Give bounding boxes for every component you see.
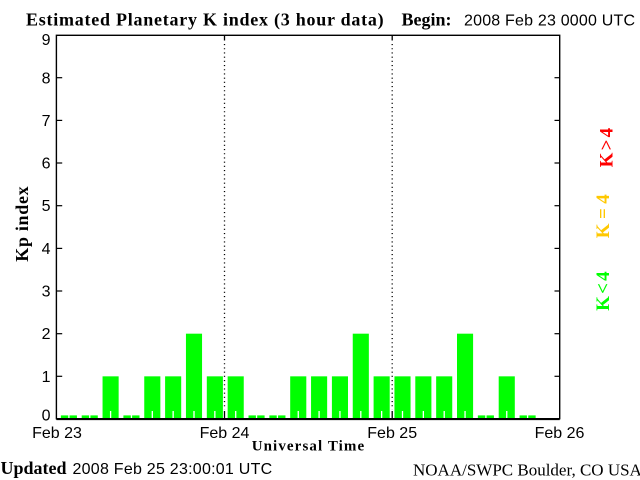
svg-text:1: 1 (42, 369, 51, 386)
svg-text:5: 5 (42, 198, 51, 215)
svg-text:2008 Feb 23 0000 UTC: 2008 Feb 23 0000 UTC (464, 13, 635, 30)
svg-text:Feb 24: Feb 24 (200, 425, 250, 442)
svg-text:K<4: K<4 (593, 269, 614, 311)
svg-text:2008 Feb 25 23:00:01 UTC: 2008 Feb 25 23:00:01 UTC (73, 461, 273, 478)
svg-text:8: 8 (42, 71, 51, 88)
svg-text:K>4: K>4 (597, 126, 618, 168)
svg-text:7: 7 (42, 113, 51, 130)
svg-text:Feb 26: Feb 26 (535, 425, 585, 442)
svg-text:Begin:: Begin: (402, 10, 452, 30)
svg-text:NOAA/SWPC Boulder, CO USA: NOAA/SWPC Boulder, CO USA (413, 461, 640, 480)
svg-text:Estimated Planetary K index (3: Estimated Planetary K index (3 hour data… (26, 10, 384, 31)
svg-text:Feb 23: Feb 23 (32, 425, 82, 442)
svg-text:6: 6 (42, 156, 51, 173)
svg-text:4: 4 (42, 241, 51, 258)
svg-text:Universal Time: Universal Time (252, 439, 366, 455)
svg-text:2: 2 (42, 326, 51, 343)
svg-text:K=4: K=4 (593, 190, 614, 239)
svg-text:0: 0 (42, 407, 51, 424)
svg-text:Feb 25: Feb 25 (367, 425, 417, 442)
svg-text:9: 9 (42, 32, 51, 49)
svg-text:3: 3 (42, 284, 51, 301)
svg-text:Updated: Updated (1, 458, 67, 478)
svg-text:Kp index: Kp index (12, 186, 32, 262)
